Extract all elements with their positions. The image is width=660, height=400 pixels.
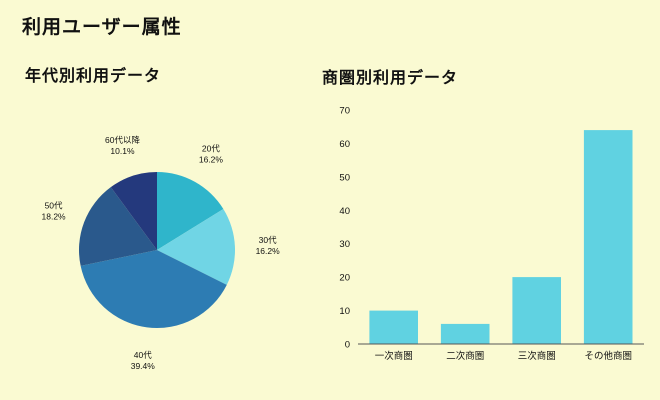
trade-area-bar-chart: 0 10 20 30 40 50 60 70 一次商圏 二次商圏 三次商圏 その他商圏 (339, 106, 644, 362)
y-axis-tick-label: 50 (339, 172, 350, 183)
pie-slice-1 (157, 172, 224, 250)
y-axis-tick-label: 40 (339, 206, 350, 217)
x-axis-category-label: その他商圏 (585, 350, 633, 362)
age-pie-chart: 20代 16.2% 30代 16.2% 40代 39.4% 50代 18.2% 60代以降 10.… (42, 135, 281, 371)
page-title: 利用ユーザー属性 (22, 17, 182, 38)
bar-1 (369, 310, 418, 344)
bar-chart-title: 商圏別利用データ (322, 70, 459, 87)
trade-area-bar-chart-section: 商圏別利用データ 0 10 20 30 40 50 60 70 一次商圏 二次商圏 三次商圏 その他商… (322, 64, 652, 386)
y-axis-tick-label: 30 (339, 239, 350, 250)
bar-4 (583, 130, 633, 344)
bar-2 (440, 323, 490, 344)
pie-slice-label: 60代以降 10.1% (105, 135, 140, 156)
pie-slice-label: 20代 16.2% (199, 143, 224, 164)
pie-slice-label: 30代 16.2% (256, 235, 281, 256)
age-pie-chart-section: 年代別利用データ 20代 16.2% 30代 16.2% 40代 39.4% 50代 18.2… (25, 62, 325, 392)
pie-slice-2 (157, 208, 236, 285)
x-axis-category-label: 三次商圏 (518, 350, 556, 362)
pie-slice-4 (78, 187, 157, 266)
x-axis-category-label: 二次商圏 (446, 350, 484, 362)
bar-3 (512, 277, 561, 344)
pie-slice-label: 40代 39.4% (131, 350, 156, 371)
y-axis-tick-label: 60 (339, 139, 350, 150)
y-axis-tick-label: 70 (339, 106, 350, 117)
y-axis-tick-label: 20 (339, 273, 350, 284)
pie-slice-label: 50代 18.2% (42, 200, 67, 221)
x-axis-category-label: 一次商圏 (375, 350, 413, 362)
y-axis-tick-label: 10 (339, 306, 350, 317)
pie-chart-title: 年代別利用データ (25, 68, 162, 85)
pie-slice-3 (80, 250, 227, 329)
pie-slice-5 (110, 172, 157, 250)
y-axis-tick-label: 0 (345, 340, 350, 351)
